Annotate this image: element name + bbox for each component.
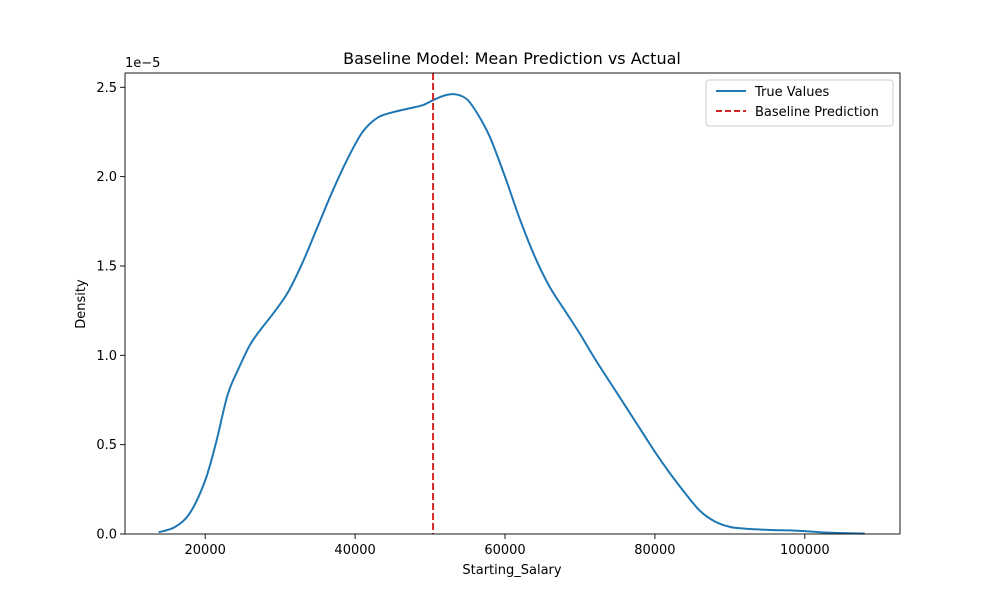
y-axis: 0.0 0.5 1.0 1.5 2.0 2.5 bbox=[96, 81, 125, 543]
x-axis: 20000 40000 60000 80000 100000 bbox=[185, 534, 830, 558]
series-layer bbox=[158, 73, 865, 535]
x-tick-label: 80000 bbox=[634, 543, 675, 558]
y-tick-label: 2.0 bbox=[96, 170, 117, 185]
x-tick-label: 100000 bbox=[780, 543, 830, 558]
x-axis-label: Starting_Salary bbox=[462, 563, 562, 578]
axes-background bbox=[125, 73, 900, 534]
y-offset-label: 1e−5 bbox=[125, 56, 160, 71]
chart-title: Baseline Model: Mean Prediction vs Actua… bbox=[343, 49, 681, 68]
y-tick-label: 1.5 bbox=[96, 259, 117, 274]
legend-frame bbox=[705, 79, 894, 127]
y-tick-label: 1.0 bbox=[96, 349, 117, 364]
y-tick-label: 2.5 bbox=[96, 81, 117, 96]
x-tick-label: 60000 bbox=[484, 543, 525, 558]
x-tick-label: 40000 bbox=[334, 543, 375, 558]
legend-true-values-label: True Values bbox=[754, 85, 829, 100]
series-true-values-line bbox=[158, 93, 865, 535]
y-axis-label: Density bbox=[74, 279, 89, 329]
legend: True Values Baseline Prediction bbox=[705, 79, 894, 127]
legend-baseline-prediction-label: Baseline Prediction bbox=[755, 105, 879, 120]
y-tick-label: 0.0 bbox=[96, 528, 117, 543]
x-tick-label: 20000 bbox=[185, 543, 226, 558]
axes-frame bbox=[124, 72, 901, 535]
y-tick-label: 0.5 bbox=[96, 438, 117, 453]
plot-area bbox=[124, 72, 901, 535]
